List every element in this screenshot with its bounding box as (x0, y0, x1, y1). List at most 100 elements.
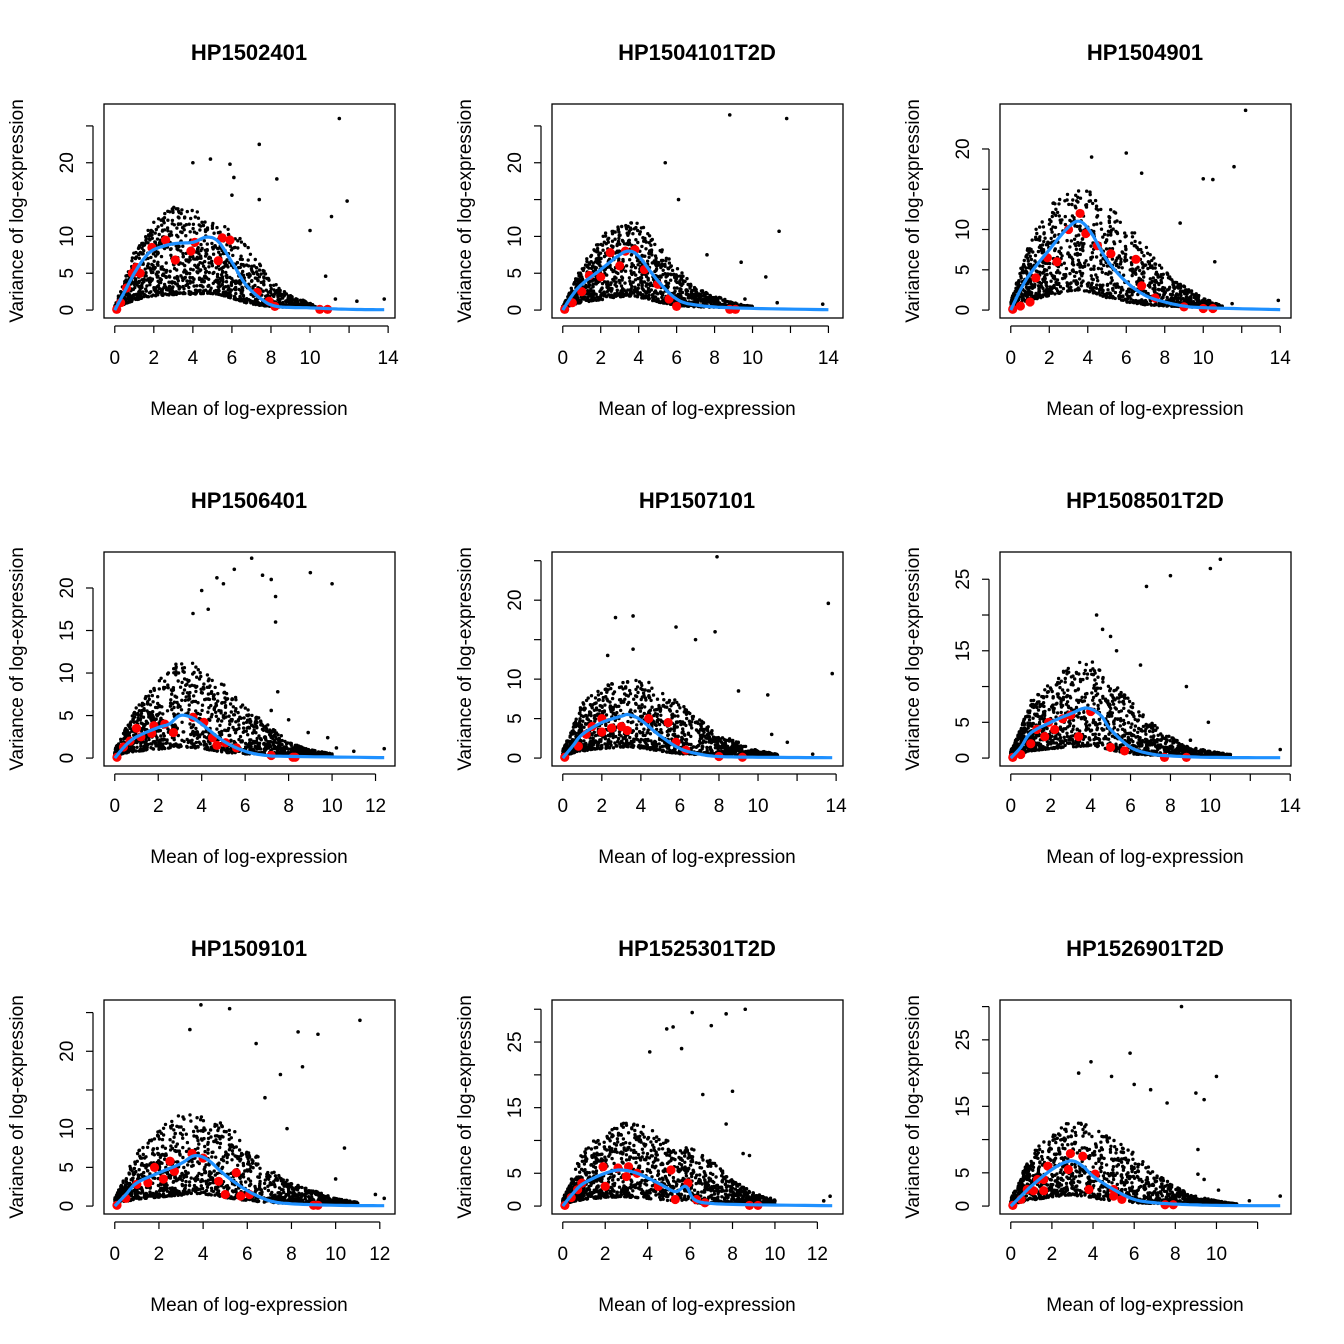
data-point (1148, 282, 1152, 286)
data-point (1170, 292, 1175, 297)
scatter-points (1009, 108, 1281, 310)
data-point (1146, 260, 1150, 264)
data-point (1093, 198, 1098, 203)
data-point (617, 236, 621, 241)
data-point (140, 283, 144, 287)
data-point (215, 272, 220, 277)
data-point (177, 291, 182, 295)
data-point (159, 278, 163, 282)
data-point (616, 239, 621, 244)
data-point (241, 293, 245, 297)
data-point (611, 244, 615, 249)
data-point (631, 232, 635, 236)
data-point (1018, 271, 1022, 276)
data-point (234, 285, 238, 290)
data-point (1108, 291, 1112, 295)
data-point (661, 291, 665, 295)
data-point (663, 272, 667, 276)
data-point (142, 280, 146, 284)
data-point (241, 726, 246, 730)
data-point (1104, 247, 1109, 251)
data-point (251, 286, 255, 290)
data-point (258, 263, 263, 268)
data-point (668, 265, 672, 269)
data-point (194, 288, 198, 292)
data-point (194, 291, 199, 295)
data-point (146, 277, 151, 281)
data-point (647, 241, 651, 245)
data-point (238, 265, 242, 270)
data-point (620, 238, 625, 243)
data-point (1117, 293, 1121, 298)
data-point (169, 230, 173, 234)
data-point (620, 278, 624, 282)
data-point (1074, 247, 1079, 251)
outlier-point (775, 300, 779, 305)
data-point (592, 248, 596, 252)
data-point (1112, 283, 1116, 287)
data-point (202, 682, 206, 686)
data-point (202, 740, 206, 744)
data-point (1078, 196, 1083, 200)
data-point (241, 273, 246, 277)
data-point (1106, 288, 1110, 292)
data-point (237, 723, 241, 727)
data-point (1149, 264, 1153, 268)
data-point (1138, 241, 1142, 245)
data-point (196, 668, 200, 672)
data-point (1172, 283, 1176, 288)
data-point (157, 241, 162, 245)
data-point (174, 290, 178, 294)
highlighted-point (1052, 257, 1062, 267)
data-point (149, 228, 153, 233)
data-point (1050, 230, 1054, 234)
data-point (582, 266, 586, 270)
data-point (623, 292, 627, 297)
data-point (1201, 299, 1205, 303)
data-point (185, 209, 189, 214)
data-point (642, 289, 646, 293)
data-point (631, 280, 635, 284)
data-point (188, 281, 192, 285)
data-point (1123, 258, 1127, 262)
data-point (1120, 266, 1124, 270)
data-point (233, 695, 238, 700)
data-point (1076, 240, 1080, 245)
data-point (226, 284, 230, 288)
data-point (132, 251, 136, 255)
data-point (216, 290, 220, 294)
data-point (1165, 295, 1169, 300)
data-point (135, 292, 139, 297)
data-point (191, 222, 196, 226)
data-point (1124, 247, 1128, 252)
data-point (148, 703, 153, 707)
data-point (154, 254, 158, 258)
data-point (1028, 247, 1032, 251)
data-point (191, 268, 195, 272)
data-point (1112, 210, 1116, 214)
data-point (1068, 218, 1072, 223)
highlighted-point (1075, 208, 1085, 219)
data-point (1096, 266, 1101, 271)
data-point (201, 223, 206, 227)
data-point (1077, 277, 1082, 281)
data-point (218, 723, 222, 728)
data-point (609, 267, 614, 272)
data-point (224, 280, 229, 284)
data-point (204, 269, 209, 274)
data-point (195, 210, 199, 214)
data-point (723, 297, 727, 302)
data-point (257, 268, 262, 272)
data-point (177, 287, 181, 291)
data-point (636, 240, 640, 245)
highlighted-point (615, 261, 625, 271)
data-point (137, 279, 141, 283)
data-point (629, 269, 633, 273)
data-point (649, 248, 654, 252)
data-point (195, 284, 199, 288)
data-point (664, 275, 668, 279)
data-point (146, 228, 150, 233)
data-point (175, 274, 179, 279)
